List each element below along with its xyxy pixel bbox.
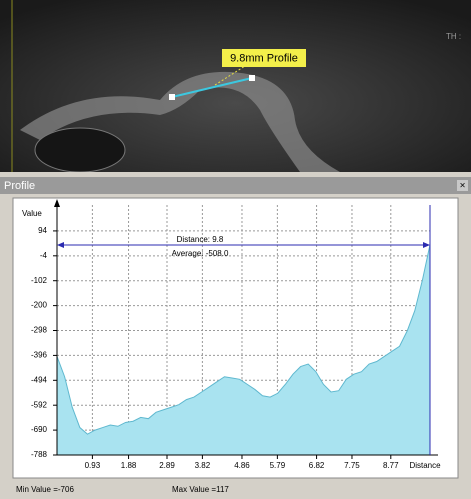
screen: 9.8mm Profile TH : Profile × Value Dista…: [0, 0, 471, 499]
handle[interactable]: [169, 94, 175, 100]
title-bar: [0, 177, 471, 194]
y-tick-label: -494: [31, 375, 48, 384]
y-tick-label: -298: [31, 326, 48, 335]
x-axis-label: Distance: [409, 461, 441, 470]
annotation: Distance: 9.8: [177, 235, 224, 244]
corner-text: TH :: [446, 32, 461, 41]
y-tick-label: -690: [31, 425, 48, 434]
y-tick-label: -102: [31, 276, 48, 285]
y-tick-label: -4: [40, 251, 48, 260]
close-icon[interactable]: ×: [460, 181, 466, 192]
min-value: Min Value =-706: [16, 485, 74, 494]
y-tick-label: -200: [31, 301, 48, 310]
x-tick-label: 2.89: [159, 461, 175, 470]
y-tick-label: -396: [31, 351, 48, 360]
x-tick-label: 3.82: [195, 461, 211, 470]
x-tick-label: 5.79: [270, 461, 286, 470]
x-tick-label: 8.77: [383, 461, 399, 470]
annotation: Average: -508.0: [172, 249, 229, 258]
x-tick-label: 7.75: [344, 461, 360, 470]
x-tick-label: 1.88: [121, 461, 137, 470]
handle[interactable]: [249, 75, 255, 81]
sinus: [35, 128, 125, 172]
y-tick-label: -592: [31, 400, 48, 409]
profile-label: 9.8mm Profile: [230, 52, 298, 64]
y-tick-label: 94: [38, 226, 47, 235]
y-axis-label: Value: [22, 209, 42, 218]
x-tick-label: 6.82: [309, 461, 325, 470]
x-tick-label: 0.93: [85, 461, 101, 470]
x-tick-label: 4.86: [234, 461, 250, 470]
max-value: Max Value =117: [172, 485, 229, 494]
window-title: Profile: [4, 180, 35, 192]
y-tick-label: -788: [31, 450, 48, 459]
